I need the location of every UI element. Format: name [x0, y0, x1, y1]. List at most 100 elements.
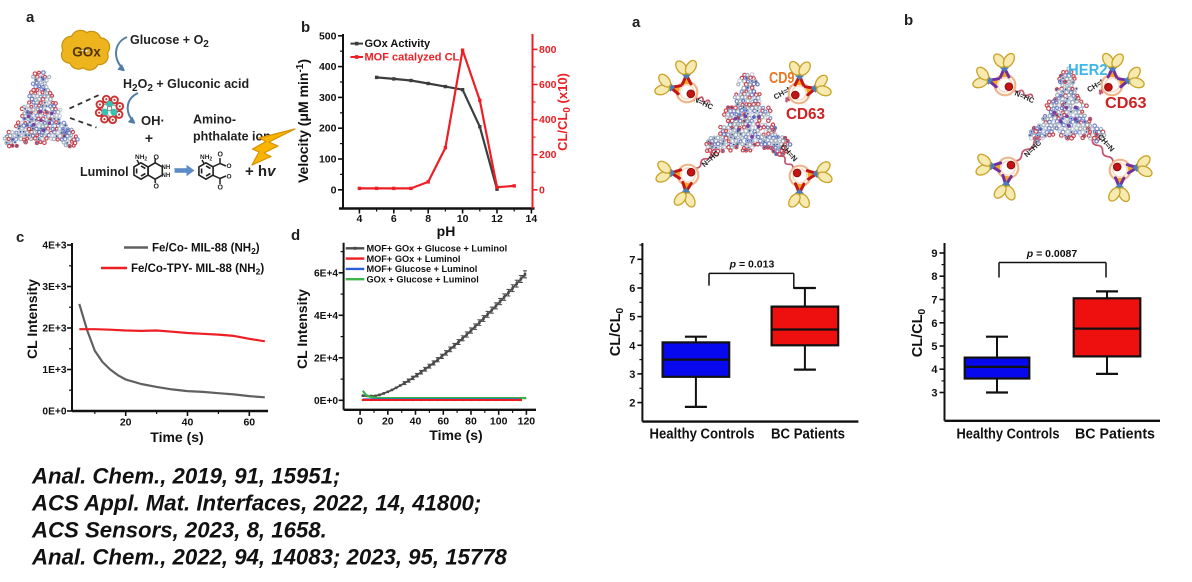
svg-text:Glucose + O2: Glucose + O2	[130, 33, 209, 50]
svg-text:GOx: GOx	[72, 45, 101, 60]
svg-text:120: 120	[518, 415, 536, 427]
svg-text:0: 0	[539, 184, 545, 196]
svg-text:100: 100	[319, 154, 337, 166]
svg-text:Velocity (μM min-1): Velocity (μM min-1)	[295, 59, 311, 183]
svg-text:O: O	[227, 163, 232, 170]
svg-text:Healthy Controls: Healthy Controls	[650, 427, 755, 443]
svg-text:0E+0: 0E+0	[42, 407, 66, 418]
svg-text:200: 200	[539, 149, 557, 161]
svg-text:H2O2 + Gluconic acid: H2O2 + Gluconic acid	[123, 77, 249, 94]
svg-text:a: a	[26, 9, 35, 26]
svg-text:12: 12	[491, 213, 503, 225]
svg-text:14: 14	[526, 213, 538, 225]
svg-text:CH=N: CH=N	[1096, 132, 1116, 153]
svg-text:100: 100	[490, 415, 508, 427]
svg-text:CL/CL0 (x10): CL/CL0 (x10)	[555, 73, 573, 151]
svg-text:NH: NH	[162, 165, 171, 171]
svg-text:2E+3: 2E+3	[42, 324, 66, 335]
svg-text:4: 4	[356, 213, 362, 225]
svg-text:+ hv: + hv	[245, 163, 277, 180]
svg-text:O: O	[154, 184, 160, 191]
svg-text:ACS Appl. Mat. Interfaces, 202: ACS Appl. Mat. Interfaces, 2022, 14, 418…	[31, 491, 481, 516]
svg-text:500: 500	[319, 30, 337, 42]
svg-text:O: O	[218, 185, 224, 192]
svg-text:p = 0.0087: p = 0.0087	[1026, 248, 1078, 260]
svg-text:600: 600	[539, 79, 557, 91]
svg-text:4E+3: 4E+3	[42, 241, 66, 252]
svg-text:20: 20	[382, 415, 394, 427]
svg-text:400: 400	[319, 61, 337, 73]
svg-text:4E+4: 4E+4	[314, 311, 338, 322]
svg-text:6: 6	[931, 318, 937, 330]
svg-text:BC Patients: BC Patients	[771, 427, 845, 443]
svg-text:400: 400	[539, 114, 557, 126]
svg-text:pH: pH	[437, 223, 456, 239]
svg-text:10: 10	[457, 213, 469, 225]
svg-text:80: 80	[465, 415, 477, 427]
svg-text:a: a	[632, 14, 641, 31]
svg-text:NH2: NH2	[200, 154, 212, 163]
svg-text:Luminol: Luminol	[80, 165, 129, 179]
svg-text:HER2: HER2	[1068, 62, 1108, 79]
svg-text:8: 8	[425, 213, 431, 225]
svg-text:GOx Activity: GOx Activity	[365, 38, 431, 50]
svg-text:7: 7	[931, 295, 937, 307]
svg-text:CL/CL0: CL/CL0	[608, 308, 626, 357]
svg-text:d: d	[291, 227, 300, 244]
svg-text:Anal. Chem., 2019, 91, 15951;: Anal. Chem., 2019, 91, 15951;	[31, 464, 340, 489]
svg-text:4: 4	[629, 340, 636, 352]
svg-text:3: 3	[931, 388, 937, 400]
svg-text:Amino-: Amino-	[193, 113, 236, 127]
svg-text:O: O	[227, 174, 232, 181]
svg-text:b: b	[904, 12, 913, 29]
svg-text:6E+4: 6E+4	[314, 268, 338, 279]
svg-text:60: 60	[437, 415, 449, 427]
svg-text:Time (s): Time (s)	[429, 427, 482, 443]
svg-text:CD9: CD9	[769, 70, 795, 87]
svg-text:CL Intensity: CL Intensity	[24, 279, 40, 359]
svg-text:NH2: NH2	[135, 154, 147, 163]
svg-text:0: 0	[331, 184, 337, 196]
svg-text:phthalate ion: phthalate ion	[193, 130, 271, 144]
svg-text:6: 6	[391, 213, 397, 225]
svg-text:GOx + Glucose + Luminol: GOx + Glucose + Luminol	[367, 275, 479, 285]
svg-text:5: 5	[931, 341, 937, 353]
svg-text:ACS Sensors, 2023, 8, 1658.: ACS Sensors, 2023, 8, 1658.	[31, 518, 327, 543]
svg-text:MOF+ GOx + Glucose + Luminol: MOF+ GOx + Glucose + Luminol	[367, 244, 508, 254]
svg-text:0E+0: 0E+0	[314, 396, 338, 407]
svg-text:3E+3: 3E+3	[42, 282, 66, 293]
svg-text:CL/CL0: CL/CL0	[910, 309, 928, 358]
svg-text:MOF+ GOx + Luminol: MOF+ GOx + Luminol	[367, 254, 461, 264]
svg-text:Fe/Co- MIL-88 (NH2): Fe/Co- MIL-88 (NH2)	[152, 243, 260, 257]
svg-text:0: 0	[357, 415, 363, 427]
svg-text:Healthy Controls: Healthy Controls	[957, 427, 1060, 443]
svg-text:N=HC: N=HC	[700, 148, 722, 169]
svg-text:Anal. Chem., 2022, 94, 14083;: Anal. Chem., 2022, 94, 14083; 2023, 95, …	[31, 545, 508, 570]
svg-text:2: 2	[629, 398, 635, 410]
svg-text:Time (s): Time (s)	[150, 429, 203, 445]
svg-text:200: 200	[319, 123, 337, 135]
svg-text:BC Patients: BC Patients	[1075, 427, 1155, 443]
svg-text:40: 40	[182, 417, 194, 429]
svg-text:4: 4	[931, 364, 938, 376]
svg-text:1E+3: 1E+3	[42, 365, 66, 376]
svg-text:CL Intensity: CL Intensity	[294, 289, 310, 369]
svg-text:7: 7	[629, 254, 635, 266]
svg-text:CD63: CD63	[1105, 95, 1147, 112]
svg-text:c: c	[16, 229, 24, 246]
svg-text:Fe/Co-TPY- MIL-88 (NH2): Fe/Co-TPY- MIL-88 (NH2)	[131, 263, 264, 277]
svg-text:N=HC: N=HC	[1022, 138, 1044, 159]
svg-text:9: 9	[931, 248, 937, 260]
svg-text:300: 300	[319, 92, 337, 104]
svg-text:OH·: OH·	[141, 113, 165, 128]
svg-text:5: 5	[629, 312, 635, 324]
svg-text:MOF+ Glucose + Luminol: MOF+ Glucose + Luminol	[367, 264, 478, 274]
svg-text:800: 800	[539, 44, 557, 56]
svg-text:60: 60	[243, 417, 255, 429]
svg-text:CD63: CD63	[786, 106, 825, 123]
svg-text:+: +	[145, 130, 153, 146]
svg-text:b: b	[301, 19, 310, 36]
svg-text:2E+4: 2E+4	[314, 353, 338, 364]
svg-text:3: 3	[629, 369, 635, 381]
svg-text:NH: NH	[162, 173, 171, 179]
